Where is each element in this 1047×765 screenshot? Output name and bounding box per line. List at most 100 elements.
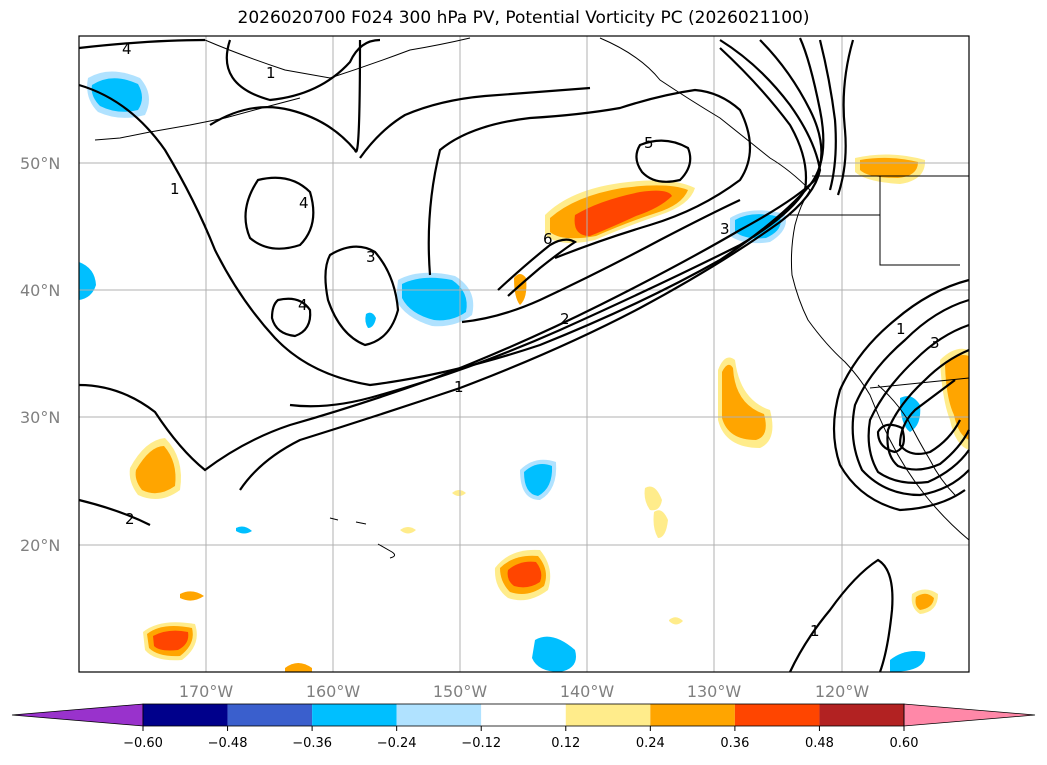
colorbar-segment xyxy=(143,704,228,726)
colorbar-segment xyxy=(396,704,482,726)
us-west-coast xyxy=(790,189,970,541)
neg-anomaly-ne-core xyxy=(735,214,781,239)
lat-label-20n: 20°N xyxy=(20,536,60,555)
contour-4-west xyxy=(209,39,591,159)
pos-anomaly-sub-core xyxy=(507,561,542,588)
colorbar-segment xyxy=(819,704,904,726)
colorbar-extend-high xyxy=(903,703,1036,727)
neg-anomaly-south xyxy=(532,636,576,672)
contour-cutoff-outer xyxy=(832,278,970,512)
colorbar-segment xyxy=(650,704,735,726)
lon-label-150w: 150°W xyxy=(433,682,488,701)
contour-4-ring xyxy=(244,176,315,250)
lat-label-30n: 30°N xyxy=(20,408,60,427)
contour-ne-2 xyxy=(836,39,855,196)
lat-axis: 50°N 40°N 30°N 20°N xyxy=(20,154,60,555)
neg-anomaly-sub-core xyxy=(524,464,553,496)
pos-anomaly-spot2 xyxy=(653,510,668,538)
pos-anomaly-spot7 xyxy=(400,527,416,534)
contour-label: 3 xyxy=(720,220,730,238)
graticule xyxy=(79,36,969,672)
lon-axis: 170°W 160°W 150°W 140°W 130°W 120°W xyxy=(179,682,870,701)
contour-label: 2 xyxy=(560,310,570,328)
contour-cutoff-5 xyxy=(898,379,961,455)
canada-coast xyxy=(599,37,811,191)
contour-label: 3 xyxy=(366,248,376,266)
border-mexico xyxy=(869,377,970,389)
colorbar: −0.60 −0.48 −0.36 −0.24 −0.12 0.12 0.24 0.36 0.4… xyxy=(11,703,1036,751)
map-title: 2026020700 F024 300 hPa PV, Potential Vo… xyxy=(237,8,810,28)
lon-label-120w: 120°W xyxy=(815,682,870,701)
colorbar-segment xyxy=(227,704,313,726)
lon-label-130w: 130°W xyxy=(687,682,742,701)
neg-anomaly-tiny xyxy=(236,526,252,534)
colorbar-tick-label: −0.60 xyxy=(123,736,163,751)
contour-jet-6 xyxy=(497,238,578,297)
colorbar-tick-label: −0.48 xyxy=(208,736,248,751)
contour-label: 2 xyxy=(125,510,135,528)
pos-anomaly-spot1 xyxy=(644,486,662,511)
pos-anomaly-w-core xyxy=(135,446,176,494)
colorbar-tick-label: 0.48 xyxy=(805,736,834,751)
contour-label: 1 xyxy=(896,320,906,338)
alaska-coast xyxy=(204,37,471,79)
colorbar-segment xyxy=(481,704,566,726)
colorbar-segment xyxy=(312,704,397,726)
colorbar-border xyxy=(142,703,905,727)
colorbar-tick-label: 0.36 xyxy=(720,736,749,751)
contour-label: 4 xyxy=(122,40,132,58)
colorbar-tick-label: 0.60 xyxy=(890,736,919,751)
contour-label: 5 xyxy=(644,134,654,152)
contour-label: 1 xyxy=(454,378,464,396)
neg-anomaly-se xyxy=(890,651,926,672)
colorbar-tick-label: 0.12 xyxy=(551,736,580,751)
contour-label: 1 xyxy=(810,622,820,640)
pos-anomaly-spot4 xyxy=(180,591,204,601)
pos-anomaly-spot6 xyxy=(452,490,466,496)
contour-inner-1 xyxy=(289,47,808,408)
contour-label: 6 xyxy=(543,230,553,248)
contour-jet-upper xyxy=(427,88,751,276)
contour-ne-1 xyxy=(818,39,837,191)
colorbar-tick-label: −0.36 xyxy=(292,736,332,751)
contour-label: 4 xyxy=(299,194,309,212)
lat-label-50n: 50°N xyxy=(20,154,60,173)
pos-anomaly-spot3-core xyxy=(915,593,934,610)
contour-1-south xyxy=(789,558,894,673)
contour-cutoff-3 xyxy=(867,323,970,484)
pv-shading xyxy=(79,71,969,672)
colorbar-tick-label: 0.24 xyxy=(636,736,665,751)
pv-contours xyxy=(78,37,970,673)
lon-label-140w: 140°W xyxy=(560,682,615,701)
contour-label-group: 4 1 1 4 3 4 5 6 3 2 1 1 3 2 1 xyxy=(122,40,940,640)
map-frame xyxy=(78,35,970,673)
contour-3-mid xyxy=(324,245,400,347)
contour-5 xyxy=(635,139,692,183)
contour-4-small xyxy=(270,297,312,338)
contour-label: 1 xyxy=(170,180,180,198)
pos-anomaly-sw-core xyxy=(153,630,189,651)
pos-anomaly-spot8 xyxy=(669,617,683,625)
contour-jet-lower xyxy=(461,199,741,324)
lon-label-170w: 170°W xyxy=(179,682,234,701)
colorbar-extend-low xyxy=(11,703,144,727)
pos-anomaly-c-core xyxy=(722,364,766,440)
colorbar-segment xyxy=(734,704,820,726)
contour-label: 3 xyxy=(930,334,940,352)
colorbar-segment xyxy=(565,704,651,726)
neg-anomaly-small xyxy=(365,312,376,328)
colorbar-tick-label: −0.24 xyxy=(377,736,417,751)
hawaii-islands xyxy=(329,517,396,559)
contour-label: 1 xyxy=(266,64,276,82)
neg-anomaly-mid-core xyxy=(402,277,467,321)
baja-coast xyxy=(877,384,956,496)
pos-anomaly-jet-core xyxy=(574,190,672,236)
contour-cutoff-2 xyxy=(851,298,970,497)
contour-cutoff-4 xyxy=(886,348,970,471)
lon-label-160w: 160°W xyxy=(306,682,361,701)
pos-anomaly-e-core xyxy=(945,355,969,440)
pos-anomaly-spot5 xyxy=(285,663,312,672)
coastlines xyxy=(94,37,970,559)
contour-label: 4 xyxy=(298,296,308,314)
